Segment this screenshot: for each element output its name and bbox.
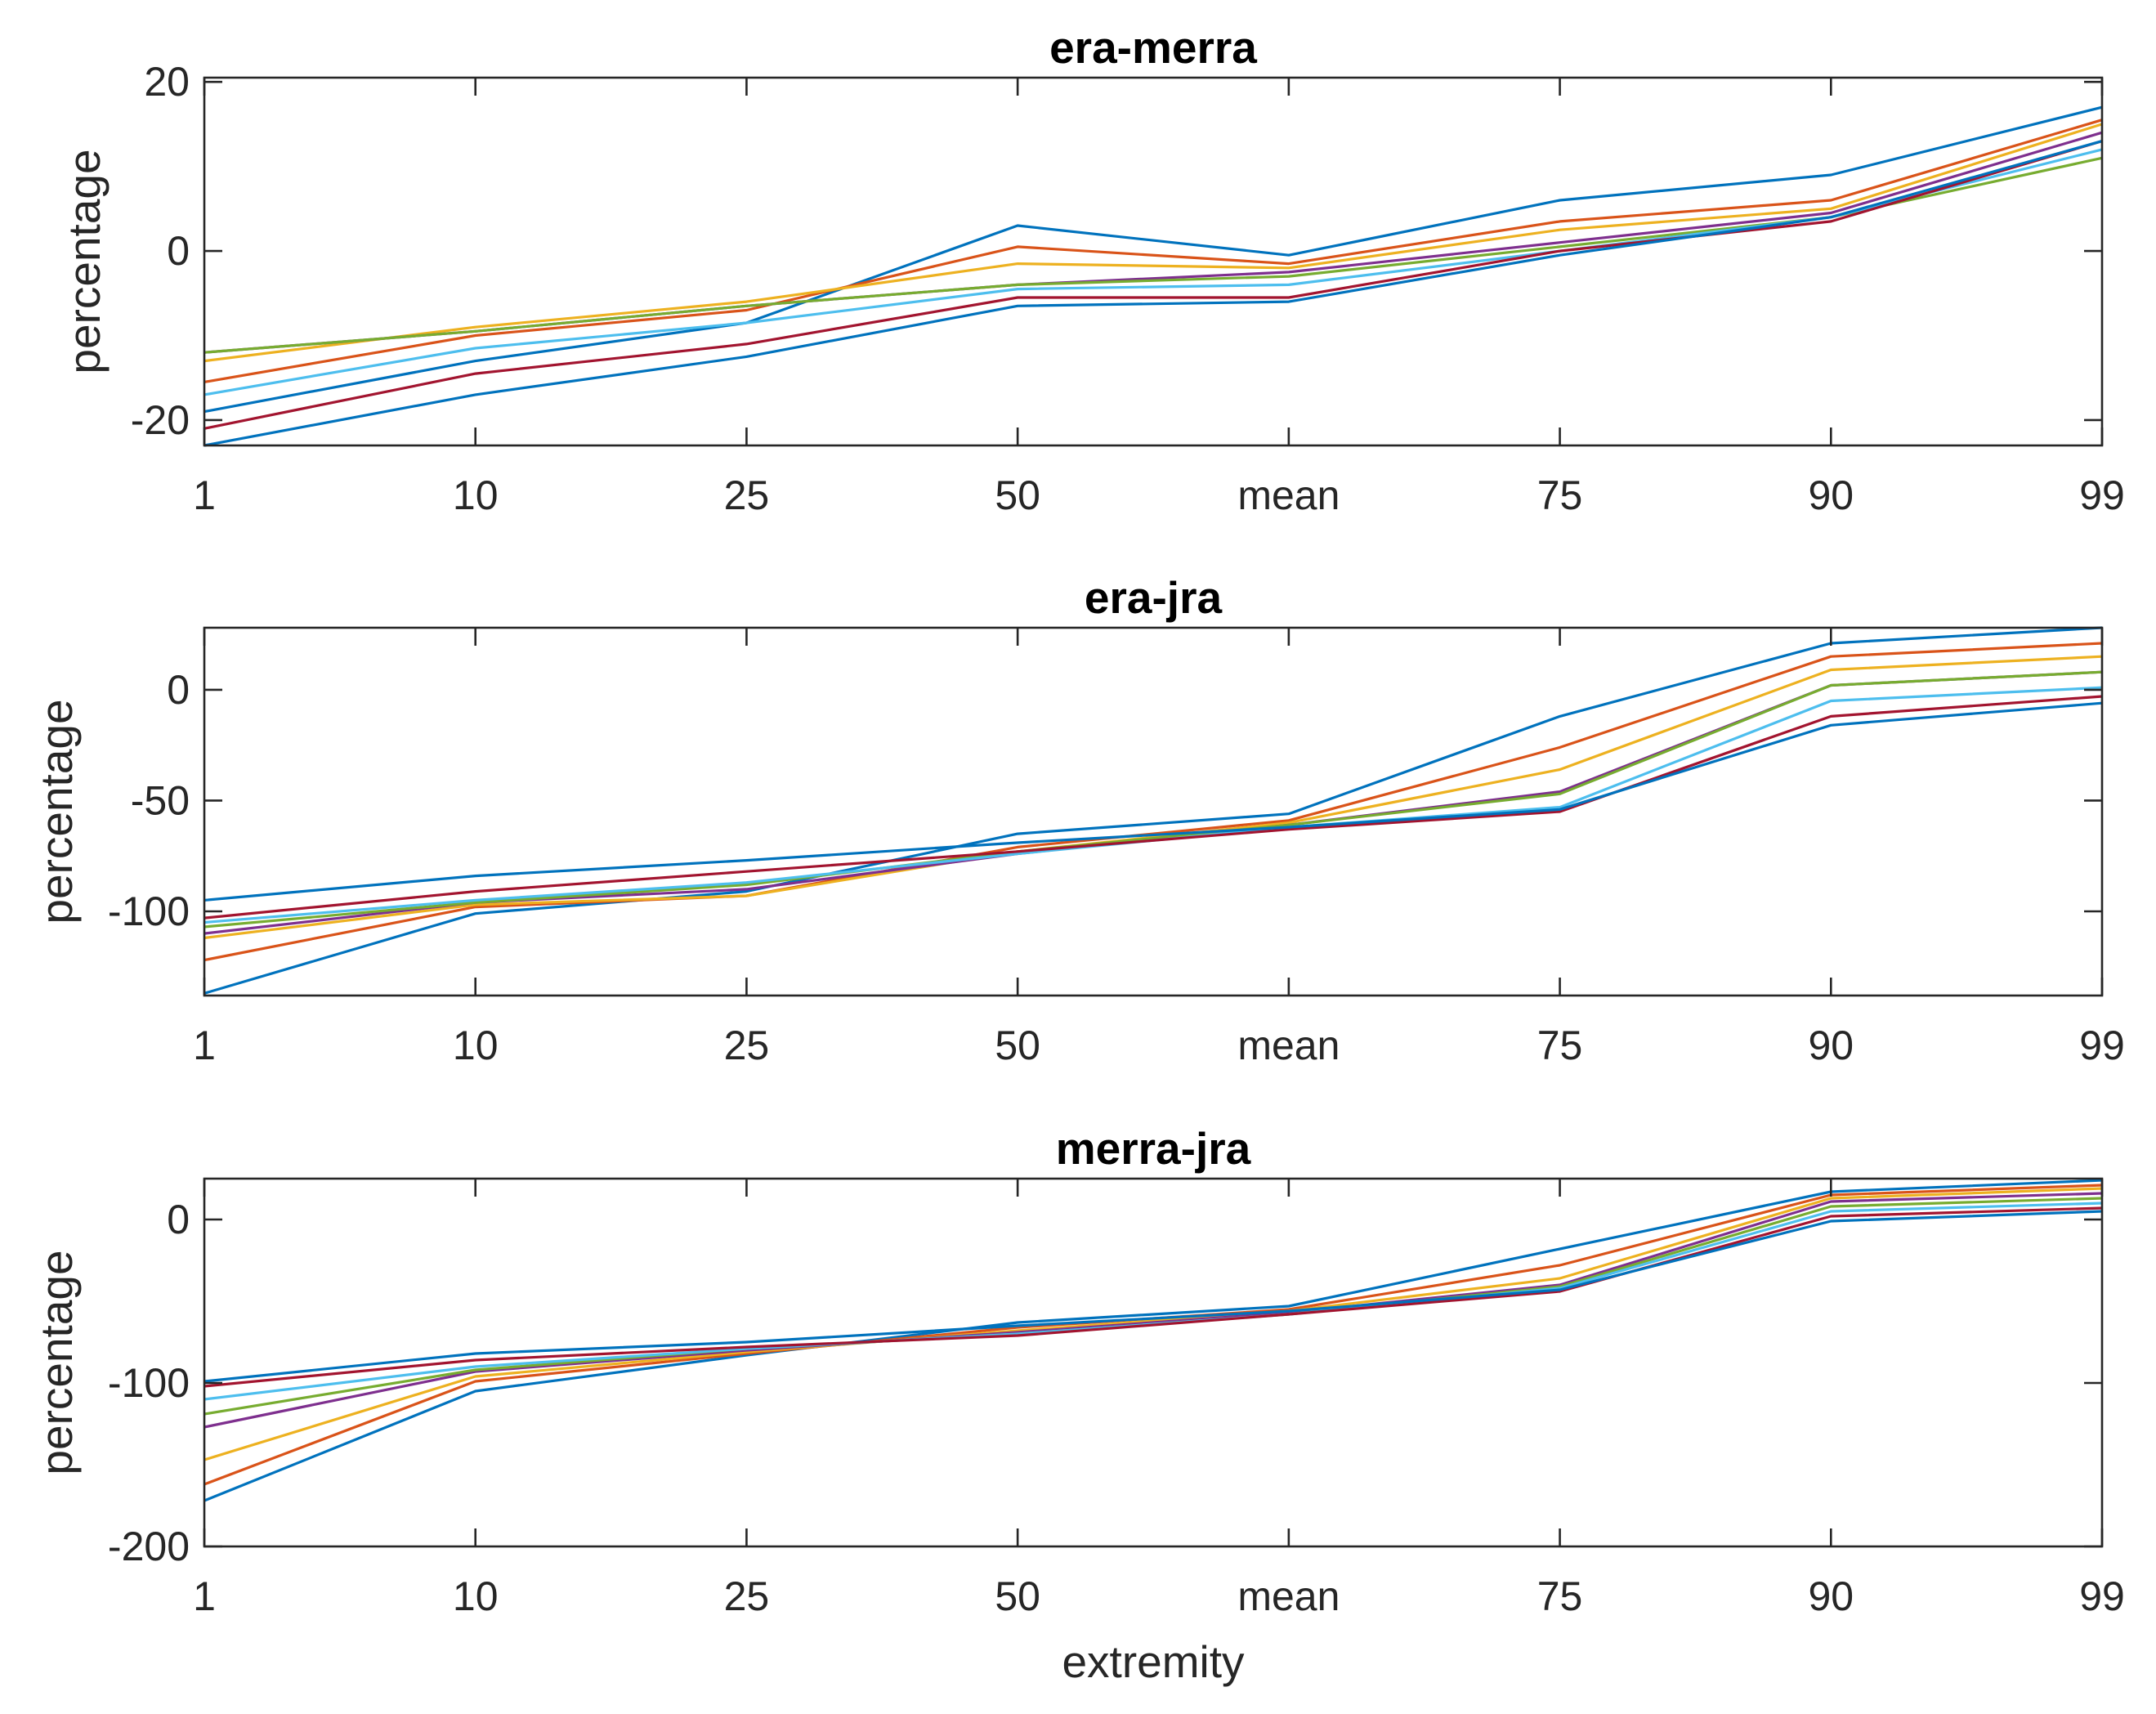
subplot-3-series-7 [204, 1206, 2103, 1388]
y-tick-label: -100 [108, 1360, 190, 1406]
subplot-3-series-8 [204, 1210, 2103, 1383]
x-tick-label: 50 [995, 1023, 1040, 1068]
subplot-1: 1 10 25 50 mean 75 90 99 -20 0 20 era-merra percenta… [59, 22, 2125, 518]
x-tick-label: 75 [1537, 472, 1583, 518]
subplot-2-series-3 [204, 655, 2103, 940]
subplot-3: 1 10 25 50 mean 75 90 99 -200 -100 0 merra-jra perce… [31, 1123, 2125, 1687]
x-tick-label: 25 [724, 1573, 770, 1619]
subplot-1-series-8 [204, 140, 2103, 447]
subplot-2-axes-frame [203, 626, 2104, 997]
x-tick-label: 1 [193, 472, 216, 518]
subplot-1-series-2 [204, 119, 2103, 383]
x-tick-label: 75 [1537, 1573, 1583, 1619]
subplot-1-series-4 [204, 131, 2103, 354]
x-tick-label: 90 [1808, 1023, 1854, 1068]
subplot-3-title: merra-jra [1056, 1123, 1251, 1174]
x-tick-label: 10 [453, 472, 499, 518]
subplot-3-series-5 [204, 1197, 2103, 1416]
subplot-2-series-1 [204, 626, 2103, 995]
x-tick-label: 1 [193, 1023, 216, 1068]
subplot-3-series-1 [204, 1179, 2103, 1502]
subplot-1-axes-frame [203, 76, 2104, 447]
subplot-3-axes-frame [203, 1177, 2104, 1548]
x-tick-label: 10 [453, 1573, 499, 1619]
x-tick-label: 50 [995, 1573, 1040, 1619]
y-tick-label: -200 [108, 1524, 190, 1569]
y-tick-label: 0 [167, 667, 190, 713]
subplot-2-title: era-jra [1085, 572, 1223, 623]
subplot-2-series-5 [204, 670, 2103, 929]
y-tick-label: 0 [167, 1197, 190, 1242]
x-tick-label: mean [1237, 1023, 1340, 1068]
x-tick-label: 99 [2079, 472, 2125, 518]
x-tick-label: 99 [2079, 1023, 2125, 1068]
subplot-3-xlabel: extremity [1062, 1636, 1245, 1687]
y-tick-label: -50 [131, 777, 190, 823]
x-tick-label: 90 [1808, 472, 1854, 518]
y-tick-label: 0 [167, 228, 190, 274]
subplot-1-ylabel: percentage [59, 149, 110, 374]
x-tick-label: 90 [1808, 1573, 1854, 1619]
subplot-1-series-1 [204, 105, 2103, 414]
x-tick-label: 10 [453, 1023, 499, 1068]
subplot-2-series-4 [204, 670, 2103, 935]
x-tick-label: mean [1237, 1573, 1340, 1619]
subplot-3-series-2 [204, 1184, 2103, 1486]
subplot-2-series-7 [204, 695, 2103, 920]
subplot-1-title: era-merra [1049, 22, 1257, 73]
subplot-1-series-3 [204, 123, 2103, 363]
subplot-3-series-3 [204, 1187, 2103, 1461]
x-tick-label: 25 [724, 1023, 770, 1068]
y-tick-label: 20 [144, 59, 190, 105]
subplot-2-ylabel: percentage [31, 699, 82, 924]
x-tick-label: 50 [995, 472, 1040, 518]
subplot-1-series-7 [204, 140, 2103, 430]
y-tick-label: -20 [131, 397, 190, 443]
x-tick-label: 75 [1537, 1023, 1583, 1068]
subplot-3-ylabel: percentage [31, 1250, 82, 1475]
x-tick-label: mean [1237, 472, 1340, 518]
subplot-3-series-4 [204, 1192, 2103, 1429]
subplot-2-series-6 [204, 686, 2103, 924]
x-tick-label: 99 [2079, 1573, 2125, 1619]
subplot-2: 1 10 25 50 mean 75 90 99 -100 -50 0 era-jra percenta… [31, 572, 2125, 1068]
y-tick-label: -100 [108, 888, 190, 934]
subplot-2-series-8 [204, 701, 2103, 902]
x-tick-label: 1 [193, 1573, 216, 1619]
x-tick-label: 25 [724, 472, 770, 518]
